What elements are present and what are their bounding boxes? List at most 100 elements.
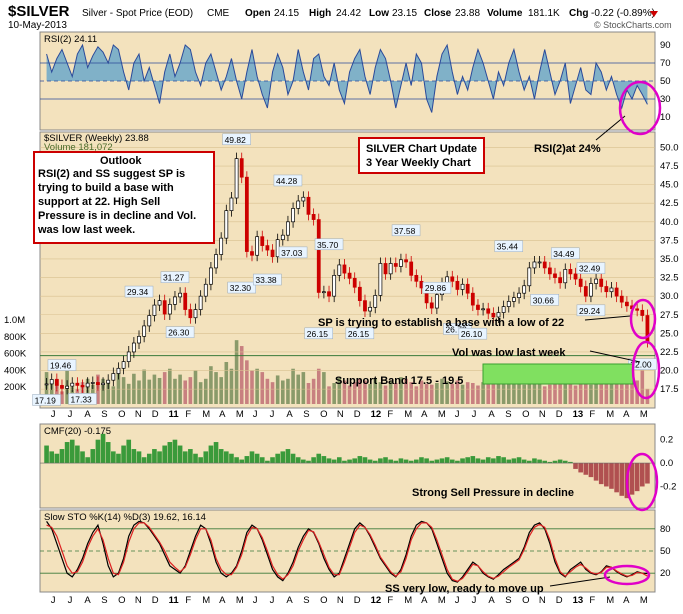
cmf-bar <box>203 451 209 464</box>
cmf-bar <box>388 459 393 464</box>
candle-body <box>363 300 367 312</box>
volume-value: 181.1K <box>528 8 560 19</box>
x-axis-label: J <box>68 595 73 606</box>
candle-body <box>203 283 208 297</box>
candle-body <box>85 382 90 388</box>
cmf-bar <box>609 463 614 489</box>
x-axis-label: D <box>152 595 159 606</box>
candle-body <box>229 197 234 211</box>
x-axis-label: J <box>472 409 477 420</box>
candle-body <box>80 385 85 388</box>
candle-body <box>111 373 116 381</box>
volume-bar <box>306 383 311 404</box>
candle-body <box>193 309 198 319</box>
volume-bar <box>486 383 491 404</box>
cmf-bar <box>639 463 645 487</box>
candle-body <box>275 239 280 258</box>
cmf-bar <box>501 457 506 464</box>
candle-body <box>147 315 152 327</box>
cmf-bar <box>465 457 470 464</box>
cmf-bar <box>491 458 496 464</box>
volume-bar <box>450 383 455 404</box>
price-annotation-label: 37.03 <box>281 248 303 258</box>
volume-bar <box>645 388 650 404</box>
candle-body <box>517 292 521 299</box>
candle-body <box>542 261 547 269</box>
volume-bar <box>239 346 244 404</box>
chg-value: -0.22 (-0.89%) <box>591 8 655 19</box>
x-axis-label: D <box>556 409 563 420</box>
cmf-bar <box>424 458 429 464</box>
volume-bar <box>229 368 234 404</box>
cmf-bar <box>311 457 316 464</box>
sto-note-pointer <box>549 576 611 587</box>
volume-bar <box>281 380 285 404</box>
candle-body <box>65 385 70 389</box>
cmf-bar <box>331 459 337 464</box>
rsi-note: RSI(2)at 24% <box>534 143 601 155</box>
cmf-bar <box>429 460 435 464</box>
volume-bar <box>399 377 403 404</box>
price-annotation-label: 29.24 <box>579 306 601 316</box>
cmf-bar <box>403 459 409 464</box>
x-axis-label: M <box>404 595 412 606</box>
cmf-bar <box>218 449 224 464</box>
candle-body <box>589 283 593 297</box>
volume-bar <box>49 383 54 404</box>
candle-body <box>306 196 311 215</box>
x-axis-label: A <box>84 595 91 606</box>
cmf-bar <box>90 449 96 464</box>
candle-body <box>234 158 239 199</box>
cmf-bar <box>69 439 75 464</box>
candle-body <box>316 219 321 293</box>
cmf-bar <box>475 458 481 464</box>
candle-body <box>470 292 475 306</box>
candle-body <box>476 304 480 310</box>
volume-bar <box>491 381 496 404</box>
cmf-bar <box>244 456 250 464</box>
cmf-bar <box>485 457 491 464</box>
cmf-bar <box>552 460 558 464</box>
candle-body <box>393 263 398 267</box>
outlook-line-3: support at 22. High Sell <box>38 196 160 208</box>
x-axis-label: A <box>488 595 495 606</box>
cmf-bar <box>521 459 527 464</box>
x-axis-label: J <box>270 595 275 606</box>
candle-body <box>255 236 260 256</box>
volume-bar <box>337 377 342 404</box>
volume-bar <box>542 386 547 404</box>
x-axis-label: N <box>539 409 546 420</box>
price-annotation-label: 17.19 <box>35 395 57 405</box>
candle-body <box>70 382 75 387</box>
volume-bar <box>55 378 59 404</box>
cmf-bar <box>578 463 583 473</box>
cmf-bar <box>383 457 388 464</box>
candle-body <box>496 312 501 318</box>
x-axis-label: 12 <box>371 409 382 420</box>
candle-body <box>450 276 455 282</box>
cmf-bar <box>146 453 152 464</box>
cmf-bar <box>136 451 142 464</box>
volume-bar <box>388 380 393 404</box>
cmf-bar <box>259 457 265 464</box>
x-axis-label: A <box>623 595 630 606</box>
price-tick-label: 30.0 <box>660 291 679 302</box>
candle-body <box>486 308 491 314</box>
candle-body <box>347 272 352 279</box>
candle-body <box>327 291 331 297</box>
candle-body <box>481 308 485 311</box>
price-annotation-label: 30.66 <box>533 295 555 305</box>
price-annotation-label: 31.27 <box>163 273 185 283</box>
cmf-note: Strong Sell Pressure in decline <box>412 487 574 499</box>
cmf-bar <box>378 458 383 464</box>
x-axis-label: N <box>135 595 142 606</box>
volume-bar <box>548 384 552 404</box>
volume-bar <box>260 372 265 404</box>
low-label: Low <box>369 8 389 19</box>
price-annotation-label: 49.82 <box>225 135 247 145</box>
candle-body <box>270 249 275 258</box>
price-annotation-label: 29.34 <box>127 287 149 297</box>
x-axis-label: J <box>253 409 258 420</box>
candle-body <box>244 176 249 252</box>
x-axis-label: S <box>303 409 309 420</box>
